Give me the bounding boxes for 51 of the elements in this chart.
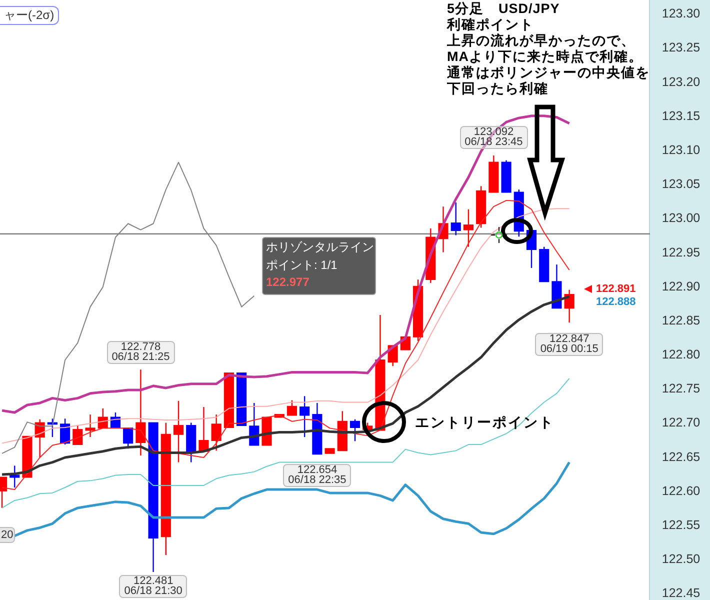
candlestick [211,414,222,452]
text: 122.888 [596,296,636,308]
y-tick-label: 122.80 [662,348,700,362]
annotation: 122.778 06/18 21:25 [106,340,175,364]
annotation: 20 [0,527,16,543]
y-tick-label: 122.75 [662,382,700,396]
y-tick-label: 122.90 [662,279,700,294]
y-tick-label: 122.95 [662,245,700,260]
line-series [2,378,570,508]
text: 利確ポイント [447,17,535,33]
y-tick-label: 123.30 [662,6,700,21]
candlestick [10,465,20,488]
annotation: 上昇の流れが早かったので、 [447,33,636,49]
annotation: 122.977 [266,274,310,289]
candlestick [136,368,146,456]
candlestick [564,289,574,324]
annotation: ャー(-2σ) [0,6,60,25]
y-tick-label: 123.00 [662,211,700,226]
annotation: 123.092 06/18 23:45 [460,126,528,150]
annotation: 下回ったら利確 [447,81,548,97]
candlestick [350,418,360,442]
candlestick [300,396,310,438]
y-tick-label: 122.50 [662,552,700,566]
annotation: 通常はボリンジャーの中央値を [447,65,650,81]
candlestick [85,414,96,438]
y-tick-label: 123.25 [662,40,700,55]
candlestick [173,400,184,463]
y-tick-label: 123.10 [662,143,700,157]
annotation: 122.654 06/18 22:35 [283,464,352,488]
y-tick-label: 122.55 [662,518,700,532]
y-tick-label: 122.70 [662,416,700,430]
annotation: ポイント: 1/1 [266,256,338,274]
candlestick [47,418,58,438]
y-tick-label: 123.05 [662,177,700,192]
y-tick-label: 122.65 [662,450,700,464]
candlestick [72,424,83,446]
candlestick [450,202,461,236]
chart-title: 5分足 USD/JPY [447,1,560,17]
y-tick-label: 122.45 [662,586,700,600]
ref-line-label: ホリゾンタルライン [266,238,374,256]
annotation: 122.847 06/19 00:15 [535,332,604,356]
y-tick-label: 123.15 [662,108,700,123]
y-tick-label: 122.85 [662,313,700,328]
annotation: 122.481 06/18 21:30 [119,575,188,598]
candlestick [286,400,298,416]
annotation: エントリーポイント [415,414,554,432]
y-tick-label: 122.60 [662,484,700,498]
annotation: MAより下に来た時点で利確。 [447,49,643,65]
y-tick-label: 123.20 [662,74,700,89]
text: 122.891 [596,283,636,295]
candlestick [463,208,474,248]
